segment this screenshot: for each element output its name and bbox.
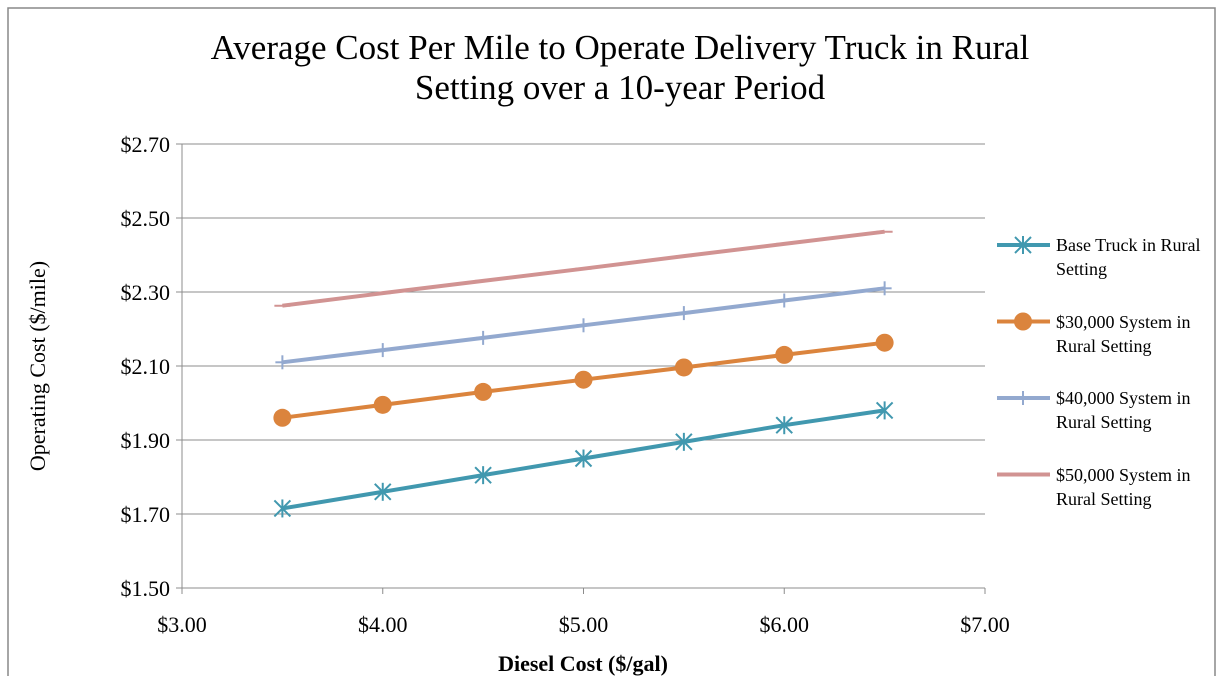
marker-circle	[775, 345, 794, 364]
data-point	[674, 358, 693, 377]
marker-circle	[875, 333, 894, 352]
y-tick-label: $1.70	[121, 502, 171, 527]
x-tick-label: $3.00	[157, 612, 207, 637]
data-point	[373, 395, 392, 414]
data-point	[875, 401, 894, 420]
x-tick-label: $4.00	[358, 612, 408, 637]
data-point	[775, 345, 794, 364]
data-point	[273, 408, 292, 427]
x-tick-label: $6.00	[760, 612, 810, 637]
data-point	[474, 382, 493, 401]
data-point	[777, 293, 792, 308]
data-point	[875, 333, 894, 352]
data-point	[474, 466, 492, 485]
y-tick-label: $1.50	[121, 576, 171, 601]
marker-circle	[273, 408, 292, 427]
x-tick-label: $7.00	[960, 612, 1010, 637]
y-axis-label: Operating Cost ($/mile)	[25, 261, 50, 471]
legend-label: $30,000 System in Rural Setting	[1056, 311, 1191, 356]
data-point	[275, 355, 290, 370]
y-tick-label: $2.70	[121, 132, 171, 157]
data-point	[476, 330, 491, 345]
data-point	[877, 281, 892, 296]
y-tick-label: $2.50	[121, 206, 171, 231]
marker-circle	[474, 382, 493, 401]
legend-label: $40,000 System in Rural Setting	[1056, 388, 1191, 432]
data-point	[574, 449, 593, 468]
data-point	[1014, 312, 1032, 331]
y-tick-label: $1.90	[121, 428, 171, 453]
marker-circle	[1014, 312, 1032, 331]
title-box: Average Cost Per Mile to Operate Deliver…	[210, 28, 1030, 107]
data-point	[374, 482, 392, 501]
legend-label: Base Truck in Rural Setting	[1056, 235, 1201, 279]
chart-title: Average Cost Per Mile to Operate Deliver…	[210, 28, 1030, 107]
data-point	[675, 432, 693, 451]
y-tick-label: $2.10	[121, 354, 171, 379]
data-point	[676, 306, 691, 321]
data-point	[1016, 391, 1030, 405]
legend-label: $50,000 System in Rural Setting	[1056, 464, 1191, 509]
marker-circle	[674, 358, 693, 377]
marker-circle	[373, 395, 392, 414]
data-point	[775, 416, 793, 435]
data-point	[375, 343, 390, 358]
y-tick-label: $2.30	[121, 280, 171, 305]
x-tick-label: $5.00	[559, 612, 609, 637]
data-point	[1014, 236, 1032, 254]
chart-border	[7, 7, 1216, 676]
marker-circle	[574, 370, 593, 389]
x-axis-label: Diesel Cost ($/gal)	[498, 651, 668, 676]
data-point	[574, 370, 593, 389]
data-point	[273, 499, 292, 518]
data-point	[576, 318, 591, 333]
